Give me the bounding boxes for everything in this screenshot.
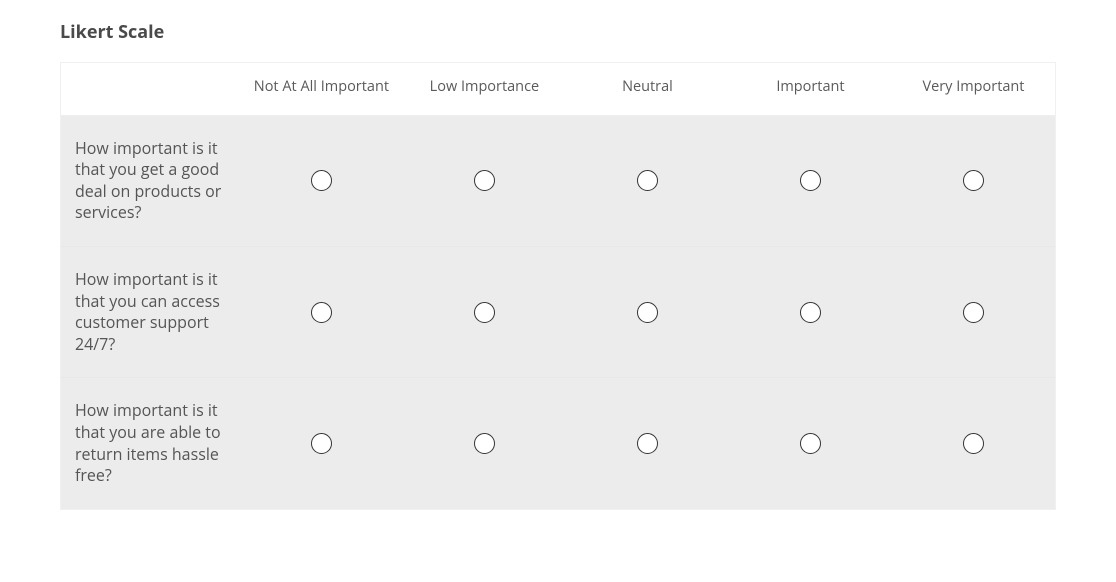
likert-header-row: Not At All Important Low Importance Neut… (61, 63, 1055, 115)
question-1: How important is it that you can access … (61, 247, 240, 377)
likert-table: Not At All Important Low Importance Neut… (60, 62, 1056, 510)
radio-q0-opt3[interactable] (800, 170, 821, 191)
radio-cell (566, 433, 729, 454)
option-header-0: Not At All Important (240, 63, 403, 115)
option-header-4: Very Important (892, 63, 1055, 115)
likert-row-1: How important is it that you can access … (61, 246, 1055, 377)
radio-cell (240, 302, 403, 323)
option-header-3: Important (729, 63, 892, 115)
radio-q2-opt4[interactable] (963, 433, 984, 454)
radio-cell (892, 170, 1055, 191)
radio-q0-opt1[interactable] (474, 170, 495, 191)
radio-cell (729, 433, 892, 454)
radio-cell (566, 170, 729, 191)
likert-row-2: How important is it that you are able to… (61, 377, 1055, 508)
radio-q0-opt2[interactable] (637, 170, 658, 191)
radio-q2-opt3[interactable] (800, 433, 821, 454)
option-header-2: Neutral (566, 63, 729, 115)
header-spacer (61, 63, 240, 115)
radio-q1-opt0[interactable] (311, 302, 332, 323)
radio-cell (403, 302, 566, 323)
radio-cell (240, 170, 403, 191)
radio-cell (403, 170, 566, 191)
radio-cell (892, 433, 1055, 454)
radio-q1-opt3[interactable] (800, 302, 821, 323)
likert-title: Likert Scale (60, 20, 1056, 44)
radio-cell (566, 302, 729, 323)
question-0: How important is it that you get a good … (61, 116, 240, 246)
radio-q0-opt0[interactable] (311, 170, 332, 191)
radio-q1-opt1[interactable] (474, 302, 495, 323)
radio-cell (729, 302, 892, 323)
radio-q0-opt4[interactable] (963, 170, 984, 191)
option-header-1: Low Importance (403, 63, 566, 115)
likert-row-0: How important is it that you get a good … (61, 115, 1055, 246)
radio-cell (403, 433, 566, 454)
radio-cell (240, 433, 403, 454)
radio-cell (892, 302, 1055, 323)
radio-cell (729, 170, 892, 191)
radio-q2-opt0[interactable] (311, 433, 332, 454)
radio-q1-opt4[interactable] (963, 302, 984, 323)
question-2: How important is it that you are able to… (61, 378, 240, 508)
radio-q2-opt2[interactable] (637, 433, 658, 454)
radio-q1-opt2[interactable] (637, 302, 658, 323)
radio-q2-opt1[interactable] (474, 433, 495, 454)
